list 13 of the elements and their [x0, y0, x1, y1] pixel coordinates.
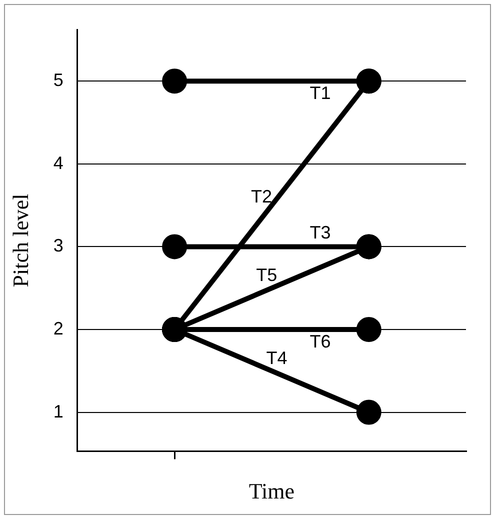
series-label: T1 — [310, 83, 331, 104]
y-tick-label: 2 — [53, 318, 64, 338]
y-axis-title: Pitch level — [8, 194, 33, 288]
series-label: T3 — [310, 222, 331, 243]
y-tick-label: 4 — [53, 152, 64, 173]
y-tick-label: 1 — [53, 401, 64, 422]
series-label: T2 — [250, 186, 272, 206]
series-label: T6 — [310, 331, 331, 352]
x-axis-title: Time — [248, 478, 295, 504]
y-tick-label: 5 — [53, 70, 64, 90]
series-label: T4 — [266, 348, 288, 368]
y-tick-label: 3 — [53, 236, 64, 256]
series-label: T5 — [256, 265, 278, 286]
